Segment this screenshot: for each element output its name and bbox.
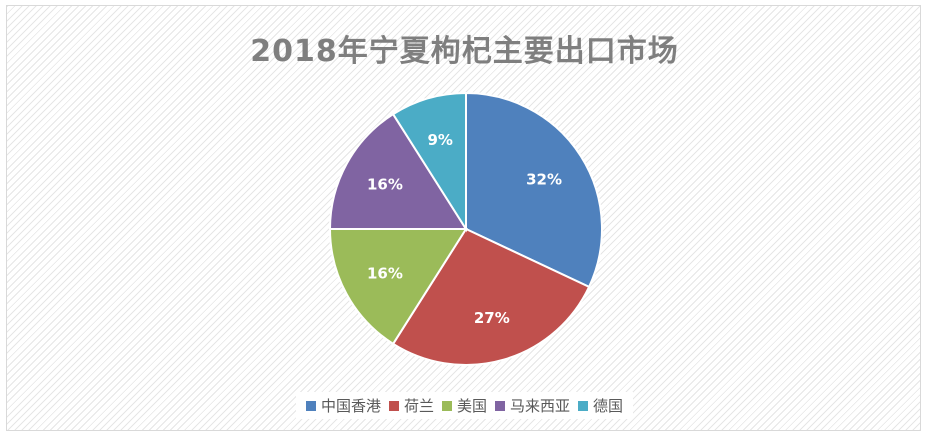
- pie-slice-netherlands: [391, 227, 591, 366]
- data-label-netherlands: 27%: [474, 309, 510, 327]
- legend-item-usa: 美国: [441, 395, 487, 416]
- legend-swatch-netherlands: [388, 400, 399, 411]
- legend: 中国香港 荷兰 美国 马来西亚 德国: [0, 392, 929, 419]
- pie-slice-malaysia: [328, 112, 468, 230]
- data-label-germany: 9%: [427, 131, 452, 149]
- legend-swatch-malaysia: [495, 400, 505, 411]
- chart-title: 2018年宁夏枸杞主要出口市场: [250, 34, 679, 69]
- legend-label-hongkong: 中国香港: [320, 397, 381, 415]
- legend-item-germany: 德国: [578, 395, 623, 416]
- pie-slice-hongkong: [465, 91, 603, 289]
- data-label-hongkong: 32%: [526, 170, 562, 188]
- legend-swatch-hongkong: [305, 400, 316, 411]
- legend-item-malaysia: 马来西亚: [495, 395, 570, 416]
- legend-label-usa: 美国: [456, 397, 487, 415]
- legend-swatch-germany: [578, 400, 589, 411]
- legend-label-netherlands: 荷兰: [403, 397, 434, 415]
- legend-item-netherlands: 荷兰: [388, 395, 434, 416]
- legend-swatch-usa: [441, 400, 452, 411]
- data-label-malaysia: 16%: [367, 175, 403, 193]
- pie-slice-usa: [328, 228, 468, 346]
- legend-label-malaysia: 马来西亚: [510, 397, 571, 415]
- legend-label-germany: 德国: [593, 397, 624, 415]
- data-label-usa: 16%: [367, 265, 403, 283]
- pie-slice-germany: [391, 91, 467, 233]
- legend-item-hongkong: 中国香港: [305, 395, 381, 416]
- legend-box: 中国香港 荷兰 美国 马来西亚 德国: [295, 392, 634, 419]
